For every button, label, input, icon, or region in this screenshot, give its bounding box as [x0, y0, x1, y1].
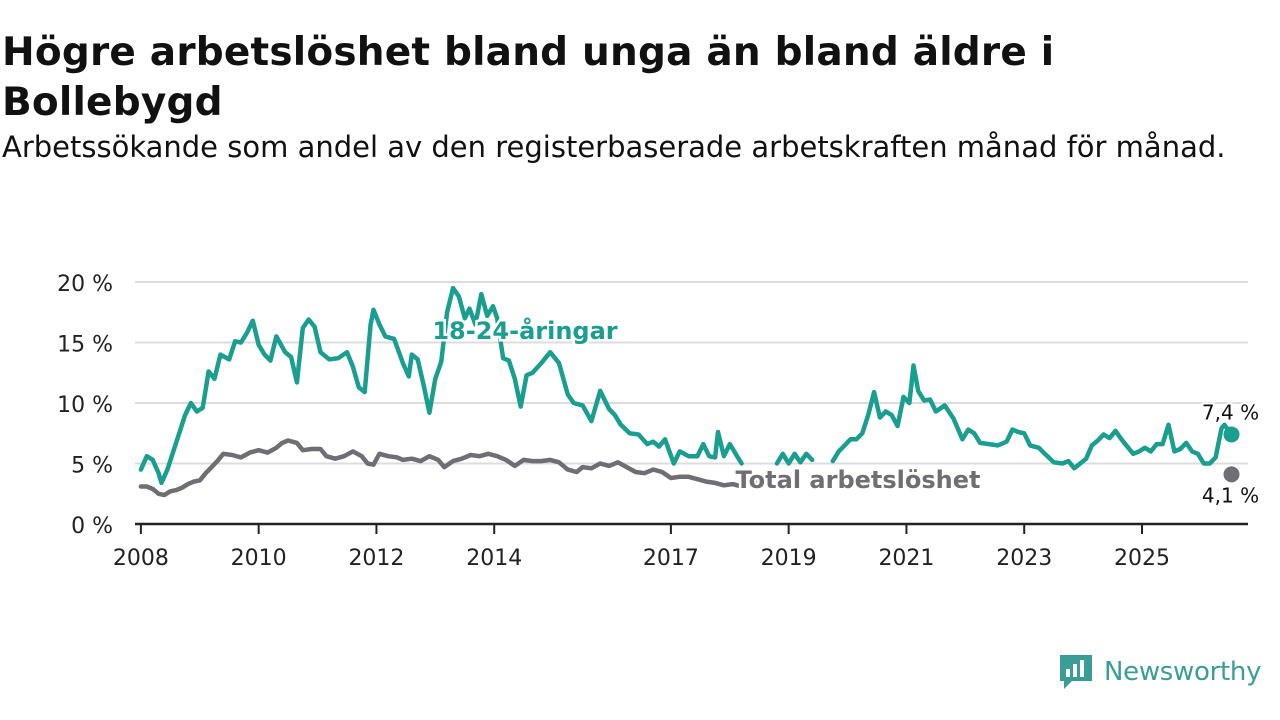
y-tick-label-10: 10 % [57, 393, 113, 418]
y-tick-label-20: 20 % [57, 272, 113, 297]
chart-title: Högre arbetslöshet bland unga än bland ä… [2, 30, 1055, 125]
newsworthy-brand: Newsworthy [1058, 652, 1261, 692]
x-tick-label-2014: 2014 [466, 546, 522, 571]
chart-subtitle: Arbetssökande som andel av den registerb… [2, 130, 1226, 164]
brand-name: Newsworthy [1104, 657, 1262, 687]
end-label-youth: 7,4 % [1202, 400, 1259, 424]
y-tick-label-5: 5 % [71, 454, 113, 479]
end-marker-youth [1223, 426, 1240, 443]
end-label-total: 4,1 % [1202, 483, 1259, 507]
x-tick-label-2023: 2023 [996, 546, 1052, 571]
series-label-total: Total arbetslöshet [735, 466, 980, 494]
y-tick-label-15: 15 % [57, 333, 113, 358]
annotations: 7,4 % 4,1 % 18-24-åringar Total arbetslöshe… [430, 314, 1261, 510]
series-line-total [138, 438, 771, 498]
end-marker-total [1223, 466, 1240, 483]
x-tick-label-2019: 2019 [761, 546, 817, 571]
y-axis-tick-labels: 0 % 5 % 10 % 15 % 20 % [57, 272, 113, 539]
x-tick-label-2008: 2008 [113, 546, 169, 571]
x-tick-label-2025: 2025 [1114, 546, 1170, 571]
x-axis: 2008 2010 2012 2014 2017 2019 2021 2023 2025 [113, 522, 1248, 571]
series-label-youth: 18-24-åringar [432, 316, 617, 345]
series-line-youth [138, 285, 1234, 486]
x-tick-label-2021: 2021 [878, 546, 934, 571]
y-tick-label-0: 0 % [71, 514, 113, 539]
x-tick-label-2012: 2012 [348, 546, 404, 571]
newsworthy-logo-icon [1060, 655, 1092, 689]
x-tick-label-2017: 2017 [643, 546, 699, 571]
x-tick-label-2010: 2010 [231, 546, 287, 571]
grid-lines [135, 281, 1248, 465]
series-lines [138, 285, 1234, 498]
